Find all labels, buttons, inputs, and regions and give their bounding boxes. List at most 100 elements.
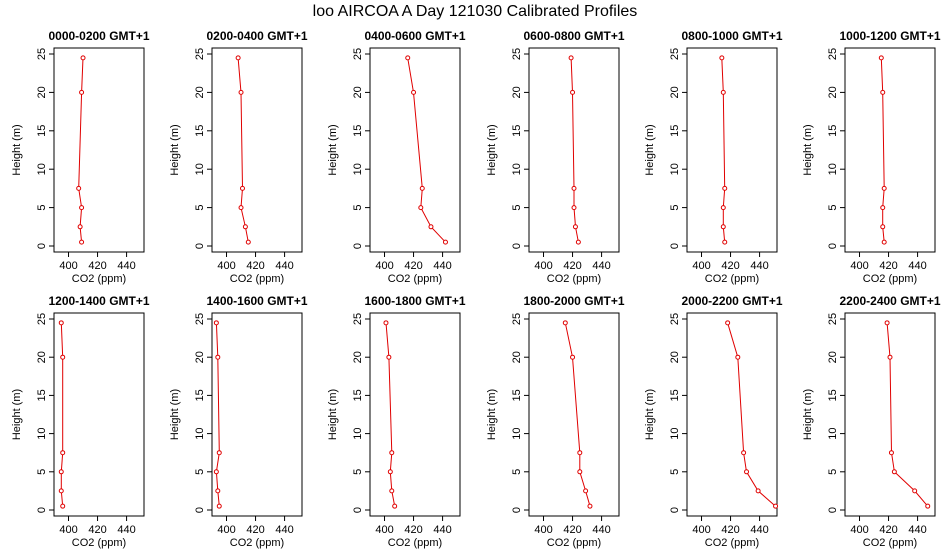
data-point bbox=[389, 488, 395, 494]
x-axis-label: CO2 (ppm) bbox=[72, 537, 126, 549]
y-axis-label: Height (m) bbox=[644, 389, 656, 440]
x-tick-label: 400 bbox=[692, 260, 710, 272]
data-point bbox=[383, 320, 389, 326]
y-tick-label: 15 bbox=[827, 125, 839, 137]
plot-frame bbox=[211, 47, 303, 253]
data-point bbox=[725, 320, 731, 326]
x-tick-label: 440 bbox=[275, 260, 293, 272]
y-tick-label: 20 bbox=[194, 351, 206, 363]
profile-line bbox=[570, 57, 579, 243]
data-point bbox=[77, 224, 83, 230]
y-tick-label: 0 bbox=[511, 243, 523, 249]
y-tick-label: 25 bbox=[827, 48, 839, 60]
data-point bbox=[235, 55, 241, 61]
panel-title: 1200-1400 GMT+1 bbox=[48, 294, 149, 308]
x-tick-label: 420 bbox=[246, 524, 264, 536]
data-point bbox=[722, 239, 728, 245]
y-tick-label: 10 bbox=[194, 427, 206, 439]
panel-title: 0000-0200 GMT+1 bbox=[48, 29, 149, 43]
data-point bbox=[888, 450, 894, 456]
plot-frame bbox=[369, 312, 461, 517]
y-tick-label: 5 bbox=[669, 469, 681, 475]
y-tick-label: 25 bbox=[511, 313, 523, 325]
x-axis-label: CO2 (ppm) bbox=[547, 273, 601, 285]
data-point bbox=[238, 89, 244, 95]
data-point bbox=[881, 239, 887, 245]
plot-frame bbox=[53, 47, 145, 253]
data-point bbox=[571, 205, 577, 211]
data-point bbox=[884, 320, 890, 326]
plot-frame bbox=[528, 312, 620, 517]
data-point bbox=[891, 469, 897, 475]
plot-frame bbox=[53, 312, 145, 517]
data-point bbox=[405, 55, 411, 61]
x-tick-label: 420 bbox=[88, 260, 106, 272]
x-tick-label: 420 bbox=[246, 260, 264, 272]
x-axis-label: CO2 (ppm) bbox=[863, 273, 917, 285]
data-point bbox=[880, 205, 886, 211]
y-tick-label: 20 bbox=[669, 351, 681, 363]
data-point bbox=[912, 488, 918, 494]
y-axis-label: Height (m) bbox=[486, 124, 498, 175]
x-tick-label: 400 bbox=[217, 260, 235, 272]
y-tick-label: 15 bbox=[36, 125, 48, 137]
y-tick-label: 25 bbox=[827, 313, 839, 325]
y-tick-label: 5 bbox=[511, 469, 523, 475]
panel-title: 2000-2200 GMT+1 bbox=[681, 294, 782, 308]
data-point bbox=[80, 55, 86, 61]
data-point bbox=[577, 469, 583, 475]
data-point bbox=[215, 354, 221, 360]
data-point bbox=[386, 354, 392, 360]
data-point bbox=[418, 205, 424, 211]
data-point bbox=[722, 185, 728, 191]
y-tick-label: 25 bbox=[194, 313, 206, 325]
x-tick-label: 400 bbox=[59, 260, 77, 272]
x-tick-label: 400 bbox=[534, 260, 552, 272]
data-point bbox=[570, 354, 576, 360]
data-point bbox=[428, 224, 434, 230]
x-tick-label: 400 bbox=[850, 260, 868, 272]
y-axis-label: Height (m) bbox=[486, 389, 498, 440]
panel-title: 1400-1600 GMT+1 bbox=[206, 294, 307, 308]
y-axis-label: Height (m) bbox=[802, 389, 814, 440]
data-point bbox=[79, 205, 85, 211]
x-tick-label: 400 bbox=[375, 260, 393, 272]
data-point bbox=[239, 185, 245, 191]
y-tick-label: 25 bbox=[511, 48, 523, 60]
y-axis-label: Height (m) bbox=[644, 124, 656, 175]
y-tick-label: 5 bbox=[669, 205, 681, 211]
data-point bbox=[719, 55, 725, 61]
y-tick-label: 0 bbox=[194, 243, 206, 249]
y-tick-label: 10 bbox=[36, 163, 48, 175]
x-tick-label: 440 bbox=[750, 260, 768, 272]
x-tick-label: 420 bbox=[563, 524, 581, 536]
panel-title: 0400-0600 GMT+1 bbox=[364, 29, 465, 43]
data-point bbox=[925, 503, 931, 509]
plot-frame bbox=[686, 47, 778, 253]
data-point bbox=[881, 185, 887, 191]
data-point bbox=[60, 503, 66, 509]
y-axis-label: Height (m) bbox=[11, 389, 23, 440]
y-tick-label: 15 bbox=[352, 125, 364, 137]
profile-line bbox=[564, 322, 591, 507]
x-tick-label: 400 bbox=[217, 524, 235, 536]
data-point bbox=[587, 503, 593, 509]
y-tick-label: 5 bbox=[194, 469, 206, 475]
y-tick-label: 15 bbox=[669, 389, 681, 401]
x-axis-label: CO2 (ppm) bbox=[705, 273, 759, 285]
data-point bbox=[577, 450, 583, 456]
y-tick-label: 5 bbox=[352, 469, 364, 475]
y-tick-label: 20 bbox=[511, 351, 523, 363]
y-tick-label: 10 bbox=[352, 427, 364, 439]
x-tick-label: 400 bbox=[59, 524, 77, 536]
y-tick-label: 15 bbox=[194, 389, 206, 401]
data-point bbox=[442, 239, 448, 245]
data-point bbox=[245, 239, 251, 245]
